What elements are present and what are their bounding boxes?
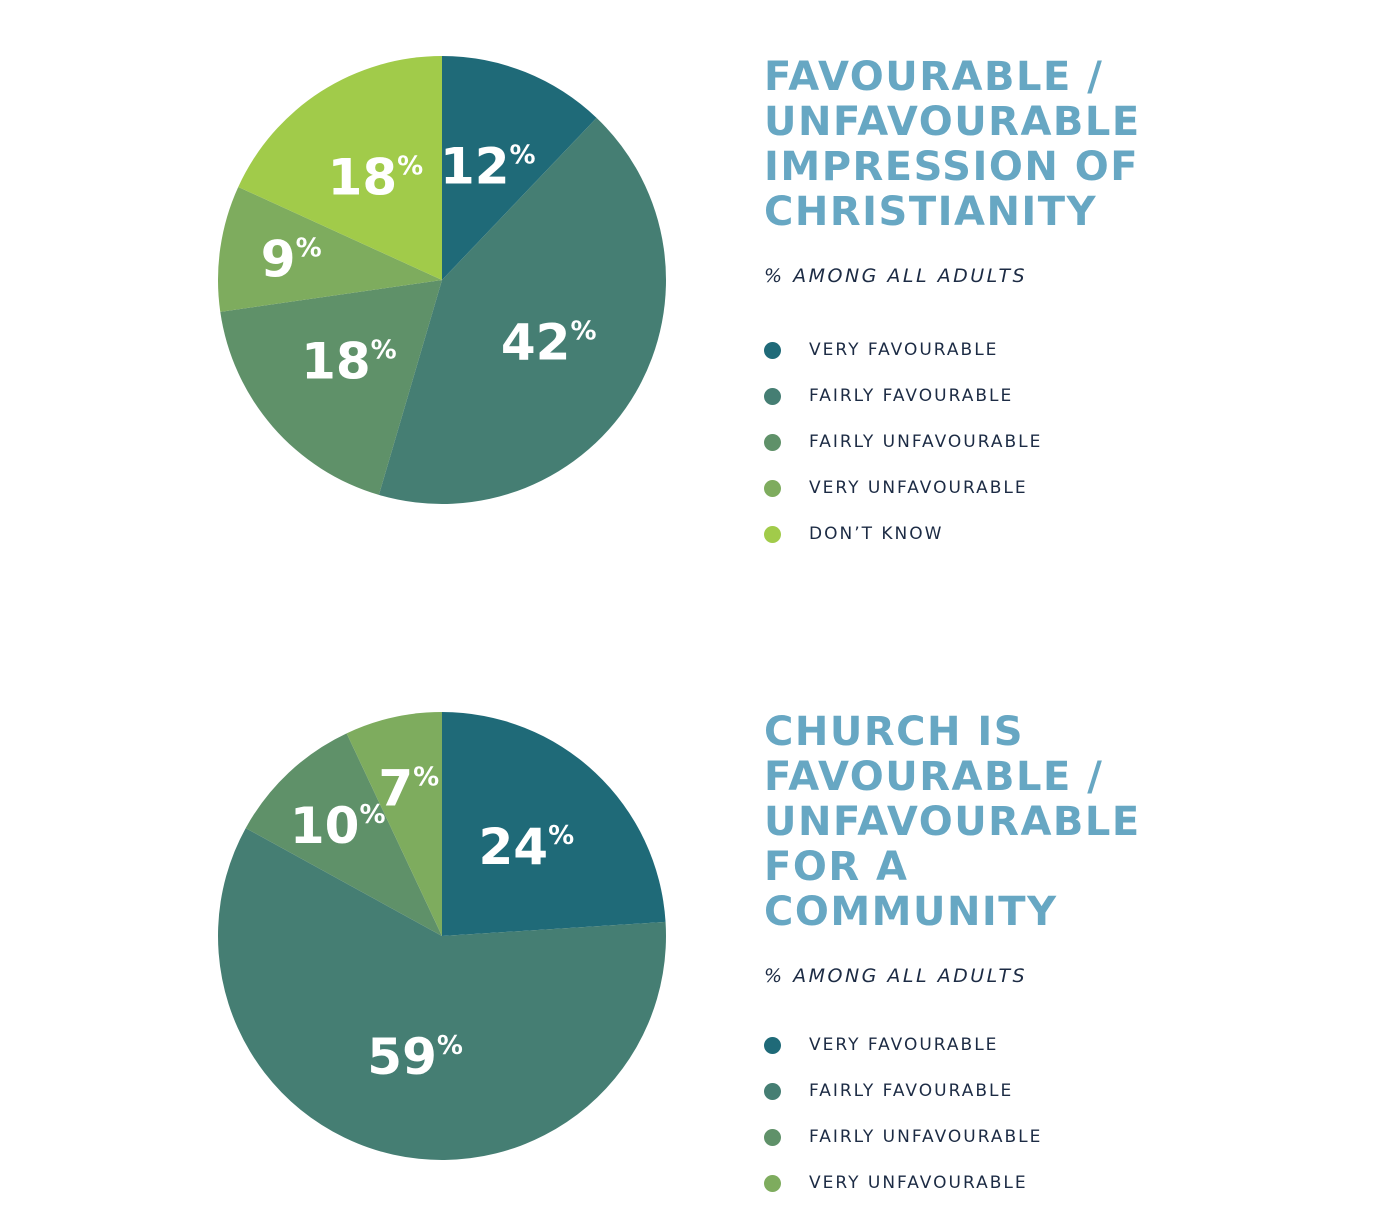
data-label: 9% [261, 230, 322, 288]
pie-slice-very-unfavourable [218, 186, 442, 312]
chart-subtitle: % AMONG ALL ADULTS [764, 965, 1028, 987]
data-label: 12% [440, 138, 536, 196]
legend-label: FAIRLY UNFAVOURABLE [809, 1127, 1043, 1147]
legend-label: VERY UNFAVOURABLE [809, 1173, 1028, 1193]
legend-swatch [764, 1036, 781, 1054]
legend-swatch [764, 479, 781, 497]
pie-slice-fairly-unfavourable [245, 733, 442, 936]
legend-label: FAIRLY FAVOURABLE [809, 386, 1014, 406]
legend-item: VERY UNFAVOURABLE [764, 465, 1164, 511]
pie-chart-christianity: 12%42%18%9%18% [218, 56, 666, 505]
data-label: 42% [501, 314, 597, 372]
legend-item: VERY FAVOURABLE [764, 327, 1164, 373]
legend-swatch [764, 1082, 781, 1100]
data-label: 7% [378, 759, 439, 817]
pie-slice-fairly-favourable [378, 117, 666, 505]
legend-item: DON’T KNOW [764, 511, 1164, 557]
legend: VERY FAVOURABLE FAIRLY FAVOURABLE FAIRLY U… [764, 327, 1164, 557]
legend-label: VERY UNFAVOURABLE [809, 478, 1028, 498]
legend-item: FAIRLY FAVOURABLE [764, 373, 1164, 419]
legend-label: DON’T KNOW [809, 524, 944, 544]
legend-item: FAIRLY UNFAVOURABLE [764, 1114, 1194, 1160]
pie-slice-very-unfavourable [346, 712, 442, 936]
legend-swatch [764, 525, 781, 543]
chart-panel-christianity: FAVOURABLE / UNFAVOURABLE IMPRESSION OF … [764, 55, 1164, 557]
legend-swatch [764, 433, 781, 451]
legend-label: FAIRLY UNFAVOURABLE [809, 432, 1043, 452]
data-label: 24% [479, 818, 575, 876]
chart-panel-church-community: CHURCH IS FAVOURABLE / UNFAVOURABLE FOR … [764, 710, 1194, 1206]
legend-item: FAIRLY UNFAVOURABLE [764, 419, 1164, 465]
legend-swatch [764, 387, 781, 405]
legend-label: VERY FAVOURABLE [809, 340, 999, 360]
pie-slice-very-favourable [442, 712, 666, 936]
legend-item: VERY UNFAVOURABLE [764, 1160, 1194, 1206]
legend-label: FAIRLY FAVOURABLE [809, 1081, 1014, 1101]
data-label: 18% [328, 148, 424, 206]
legend-item: FAIRLY FAVOURABLE [764, 1068, 1194, 1114]
legend-swatch [764, 1174, 781, 1192]
legend-swatch [764, 1128, 781, 1146]
data-label: 59% [367, 1028, 463, 1086]
pie-slice-very-favourable [442, 56, 597, 280]
pie-slice-fairly-favourable [218, 828, 666, 1160]
legend-swatch [764, 341, 781, 359]
data-label: 18% [301, 333, 397, 391]
chart-title: FAVOURABLE / UNFAVOURABLE IMPRESSION OF … [764, 54, 1141, 235]
chart-title: CHURCH IS FAVOURABLE / UNFAVOURABLE FOR … [764, 709, 1141, 935]
legend: VERY FAVOURABLE FAIRLY FAVOURABLE FAIRLY U… [764, 1022, 1194, 1206]
legend-label: VERY FAVOURABLE [809, 1035, 999, 1055]
pie-slice-don-t-know [238, 56, 442, 280]
legend-item: VERY FAVOURABLE [764, 1022, 1194, 1068]
chart-subtitle: % AMONG ALL ADULTS [764, 265, 1028, 287]
pie-slice-fairly-unfavourable [220, 280, 442, 495]
data-label: 10% [290, 797, 386, 855]
pie-chart-church-community: 24% 59% 10%7% [218, 712, 666, 1160]
